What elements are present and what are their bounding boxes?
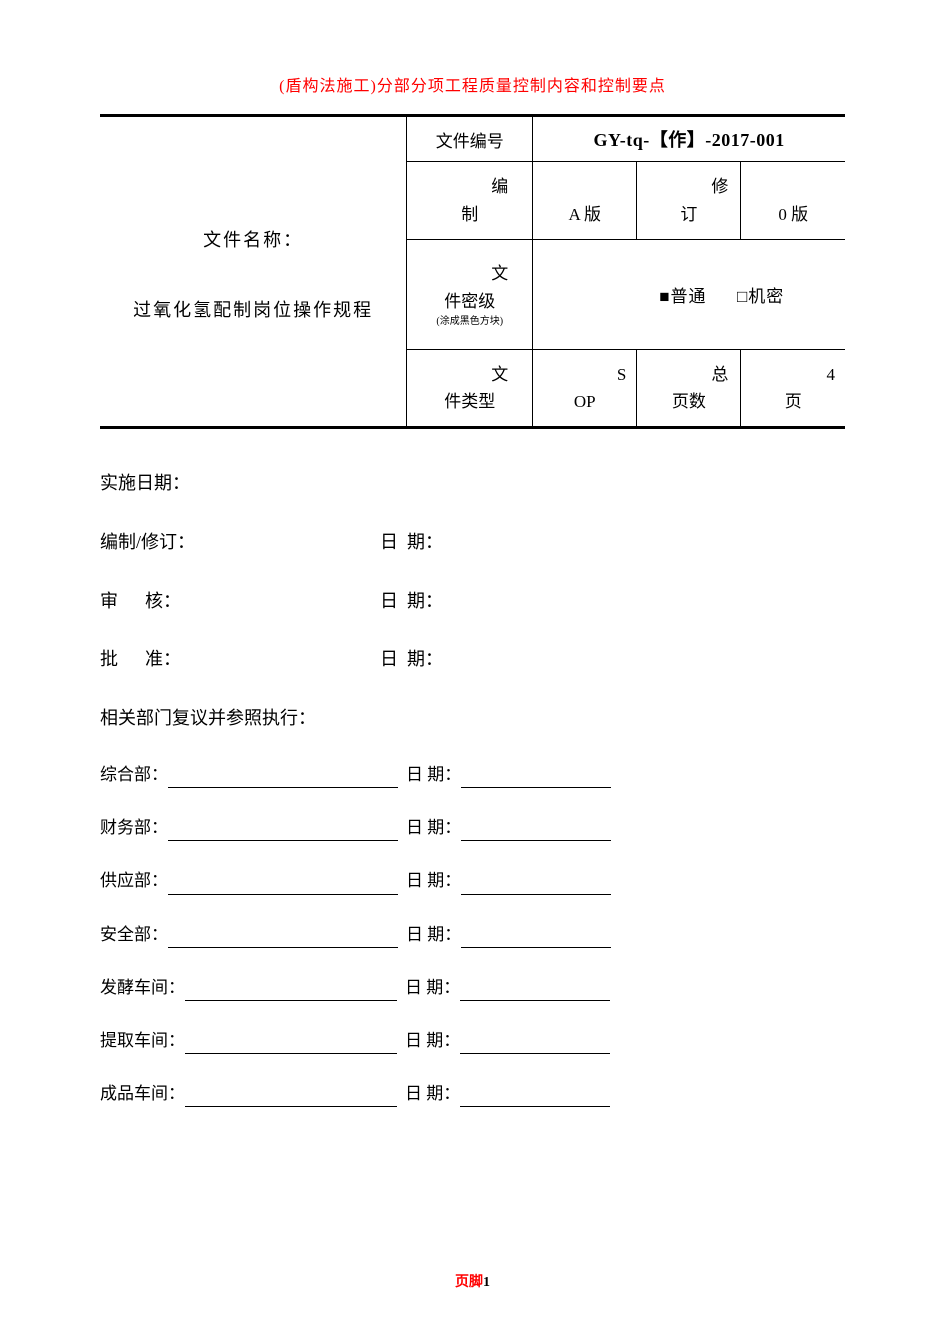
rev-label-l2: 订: [637, 201, 740, 228]
security-value: ■普通 □机密: [533, 240, 845, 350]
edit-val-text: A 版: [533, 201, 636, 228]
type-val-l1: S: [533, 361, 636, 388]
header-table: 文件名称： 过氧化氢配制岗位操作规程 文件编号 GY-tq-【作】-2017-0…: [100, 114, 845, 429]
dept-row-6: 成品车间： 日 期：: [100, 1080, 845, 1107]
dept-underline-2: [168, 875, 398, 895]
dept-row-5: 提取车间： 日 期：: [100, 1027, 845, 1054]
type-label: 文 件类型: [407, 350, 533, 428]
date-underline-1: [461, 821, 611, 841]
dept-underline-6: [185, 1087, 397, 1107]
approve-label: 批 准：: [100, 645, 380, 674]
dept-date-label-6: 日 期：: [405, 1080, 460, 1107]
approve-row: 批 准： 日 期：: [100, 645, 845, 674]
type-label-l2: 件类型: [407, 388, 532, 415]
dept-date-label-3: 日 期：: [406, 921, 461, 948]
total-label: 总 页数: [637, 350, 741, 428]
dept-date-label-5: 日 期：: [405, 1027, 460, 1054]
sec-label-l1: 文: [407, 260, 532, 287]
dept-underline-3: [168, 928, 398, 948]
body-section: 实施日期： 编制/修订： 日 期： 审 核： 日 期： 批 准： 日 期： 相关…: [100, 469, 845, 1107]
security-label: 文 件密级 (涂成黑色方块): [407, 240, 533, 350]
impl-date-label: 实施日期：: [100, 469, 190, 498]
rev-label: 修 订: [637, 162, 741, 240]
dept-underline-1: [168, 821, 398, 841]
total-val-l1: 4: [741, 361, 845, 388]
total-label-l1: 总: [637, 361, 740, 388]
sec-note: (涂成黑色方块): [407, 315, 532, 329]
impl-date-row: 实施日期：: [100, 469, 845, 498]
date-underline-0: [461, 768, 611, 788]
edit-date-label: 日 期：: [380, 528, 443, 557]
doc-no-value: GY-tq-【作】-2017-001: [533, 116, 845, 162]
dept-underline-4: [185, 981, 397, 1001]
review-row: 审 核： 日 期：: [100, 587, 845, 616]
rev-value: 0 版: [741, 162, 845, 240]
dept-label-3: 安全部：: [100, 921, 168, 948]
type-value: S OP: [533, 350, 637, 428]
edit-label: 编 制: [407, 162, 533, 240]
total-value: 4 页: [741, 350, 845, 428]
rev-val-text: 0 版: [741, 201, 845, 228]
checkbox-secret: □机密: [737, 282, 784, 307]
edit-label-l1: 编: [407, 173, 532, 200]
dept-label-4: 发酵车间：: [100, 974, 185, 1001]
total-label-l2: 页数: [637, 388, 740, 415]
page-title: (盾构法施工)分部分项工程质量控制内容和控制要点: [100, 72, 845, 96]
dept-label-5: 提取车间：: [100, 1027, 185, 1054]
file-name-cell: 文件名称： 过氧化氢配制岗位操作规程: [100, 116, 407, 428]
doc-no-label: 文件编号: [407, 116, 533, 162]
dept-underline-5: [185, 1034, 397, 1054]
dept-row-3: 安全部： 日 期：: [100, 921, 845, 948]
dept-underline-0: [168, 768, 398, 788]
date-underline-2: [461, 875, 611, 895]
dept-row-4: 发酵车间： 日 期：: [100, 974, 845, 1001]
review-date-label: 日 期：: [380, 587, 443, 616]
dept-row-0: 综合部： 日 期：: [100, 761, 845, 788]
dept-heading: 相关部门复议并参照执行：: [100, 704, 845, 733]
total-val-l2: 页: [741, 388, 845, 415]
dept-label-2: 供应部：: [100, 867, 168, 894]
dept-date-label-2: 日 期：: [406, 867, 461, 894]
sec-label-l2: 件密级: [444, 292, 495, 311]
page-footer: 页脚1: [0, 1271, 945, 1291]
checkbox-normal: ■普通: [659, 282, 706, 307]
rev-label-l1: 修: [637, 173, 740, 200]
file-name-value: 过氧化氢配制岗位操作规程: [110, 292, 396, 328]
dept-date-label-0: 日 期：: [406, 761, 461, 788]
dept-label-1: 财务部：: [100, 814, 168, 841]
date-underline-6: [460, 1087, 610, 1107]
date-underline-5: [460, 1034, 610, 1054]
dept-date-label-1: 日 期：: [406, 814, 461, 841]
edit-value: A 版: [533, 162, 637, 240]
review-label: 审 核：: [100, 587, 380, 616]
dept-row-1: 财务部： 日 期：: [100, 814, 845, 841]
type-val-l2: OP: [533, 388, 636, 415]
edit-label-l2: 制: [407, 201, 532, 228]
dept-row-2: 供应部： 日 期：: [100, 867, 845, 894]
file-name-label: 文件名称：: [110, 215, 396, 265]
footer-page: 1: [483, 1275, 490, 1290]
doc-no-text: GY-tq-【作】-2017-001: [593, 130, 784, 150]
dept-date-label-4: 日 期：: [405, 974, 460, 1001]
date-underline-4: [460, 981, 610, 1001]
dept-label-6: 成品车间：: [100, 1080, 185, 1107]
type-label-l1: 文: [407, 361, 532, 388]
approve-date-label: 日 期：: [380, 645, 443, 674]
footer-label: 页脚: [455, 1275, 483, 1290]
edit-row: 编制/修订： 日 期：: [100, 528, 845, 557]
date-underline-3: [461, 928, 611, 948]
edit-label-body: 编制/修订：: [100, 528, 380, 557]
dept-label-0: 综合部：: [100, 761, 168, 788]
